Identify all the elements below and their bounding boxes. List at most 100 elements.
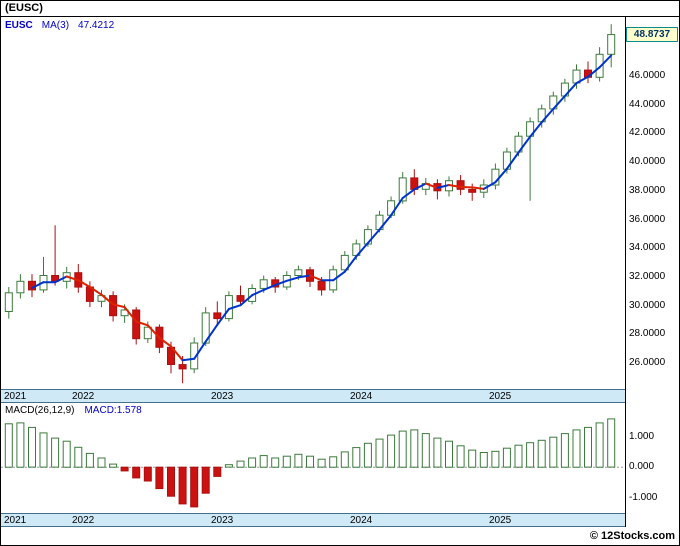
macd-bar [143,466,152,482]
macd-bar [607,418,616,468]
price-axis-tick: 46.0000 [629,70,666,81]
macd-axis-tick: 0.000 [629,461,655,472]
macd-bar [132,466,141,479]
macd-bar [236,460,245,468]
title-bar: (EUSC) [1,1,679,17]
time-axis-main: 2021 2022 2023 2024 2025 [1,389,625,403]
macd-bar [340,451,349,468]
candle [340,251,349,273]
macd-panel-legend: MACD(26,12,9) MACD:1.578 [5,405,142,416]
price-axis-tick: 26.0000 [629,357,666,368]
time-axis-macd: 2021 2022 2023 2024 2025 [1,513,625,527]
candle [132,307,141,345]
macd-bar [120,466,129,472]
macd-bar [502,447,511,468]
price-chart [4,24,616,384]
macd-bar [190,466,199,508]
price-axis-tick: 44.0000 [629,99,666,110]
macd-bar [433,437,442,468]
macd-value: MACD:1.578 [84,405,142,416]
price-chart-legend: EUSC MA(3) 47.4212 [5,20,114,31]
price-axis-tick: 38.0000 [629,185,666,196]
legend-symbol: EUSC [5,20,33,31]
watermark: © 12Stocks.com [589,530,675,542]
macd-bar [51,437,60,468]
candle [421,177,430,196]
candle [109,291,118,322]
macd-chart [1,418,625,508]
macd-bar [271,457,280,468]
macd-bar [4,423,13,468]
price-axis-tick: 28.0000 [629,328,666,339]
candle [28,274,36,298]
price-axis-tick: 36.0000 [629,214,666,225]
macd-bar [282,455,291,468]
candle [595,47,604,82]
macd-axis-tick: 1.000 [629,431,655,442]
price-axis-tick: 34.0000 [629,242,666,253]
year-label: 2021 [4,515,27,526]
macd-bar [259,455,268,468]
candle [213,301,222,326]
candle [526,117,535,201]
axis-divider-line [625,17,626,527]
macd-axis: 1.000 0.000 -1.000 [626,403,679,513]
macd-bar [16,422,25,468]
price-axis-tick: 30.0000 [629,300,666,311]
year-label: 2021 [4,391,27,402]
macd-bar [155,466,164,490]
candle [16,274,25,299]
macd-bar [167,466,175,497]
macd-bar [468,449,477,468]
macd-bar [595,422,604,468]
macd-bar [306,455,314,468]
price-axis-tick: 42.0000 [629,127,666,138]
macd-bar [317,458,326,468]
year-label: 2023 [211,515,234,526]
macd-bar [74,446,83,468]
candle [39,256,48,293]
year-label: 2023 [211,391,234,402]
candle [433,179,442,200]
macd-bar [572,429,581,468]
macd-bar [537,439,546,468]
price-axis-tick: 40.0000 [629,156,666,167]
macd-bar [28,426,36,468]
macd-bar [329,456,338,468]
macd-label: MACD(26,12,9) [5,405,75,416]
candle [491,163,500,190]
year-label: 2024 [350,391,373,402]
macd-bar [445,440,453,468]
year-label: 2025 [489,515,512,526]
macd-bar [526,442,535,468]
price-axis-tick: 32.0000 [629,271,666,282]
macd-bar [363,442,372,468]
macd-bar [178,466,187,505]
macd-bar [97,457,106,468]
macd-bar [85,452,94,468]
macd-bar [479,452,488,468]
legend-ma-label: MA(3) [41,20,70,31]
last-price-label: 48.8737 [626,27,678,42]
year-label: 2025 [489,391,512,402]
candle [607,24,616,68]
macd-bar [224,464,233,468]
macd-bar [410,429,419,468]
ma-line [31,54,613,362]
candle [224,291,233,322]
legend-ma-value: 47.4212 [78,20,115,31]
macd-bar [421,433,430,468]
candle [456,175,465,196]
macd-bar [62,440,71,468]
candle [190,337,199,374]
macd-axis-tick: -1.000 [629,492,658,503]
macd-bar [584,426,592,468]
footer: © 12Stocks.com [1,527,679,545]
macd-bar [398,430,407,468]
candle [74,264,83,293]
macd-bar [201,466,210,494]
macd-bar [248,457,257,468]
macd-bar [491,450,500,468]
macd-bar [456,445,465,468]
